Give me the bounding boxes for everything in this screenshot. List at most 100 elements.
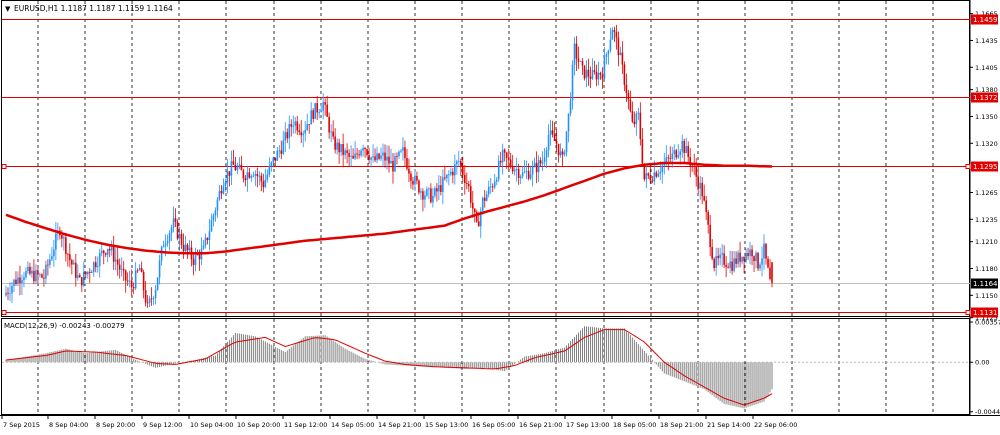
candle-body	[292, 125, 295, 127]
candle-body	[304, 130, 307, 134]
candle-body	[491, 186, 494, 188]
candle-body	[230, 161, 233, 176]
price-axis-label: 1.1235	[975, 216, 998, 224]
price-axis: 1.1665 1.1435 1.1405 1.1380 1.1350 1.1320 1.12…	[970, 10, 998, 322]
candle-body	[641, 139, 644, 164]
candle-body	[448, 174, 450, 176]
candle-body	[761, 258, 763, 265]
candle-body	[370, 157, 372, 160]
main-chart-panel[interactable]	[1, 0, 970, 317]
candle-body	[729, 261, 731, 268]
candle-body	[242, 170, 245, 179]
candle-body	[174, 218, 177, 222]
candle-body	[208, 231, 211, 240]
candle-body	[537, 160, 540, 173]
candle-body	[681, 140, 684, 152]
price-axis-label: 1.1405	[975, 64, 998, 72]
candle-body	[81, 277, 83, 286]
candle-body	[41, 274, 43, 278]
candle-body	[499, 160, 502, 163]
level-tags: 1.1459 1.1372 1.1295 1.1131	[971, 14, 998, 318]
candle-body	[332, 131, 334, 137]
candle-body	[86, 271, 89, 275]
candle-body	[396, 156, 398, 157]
candle-body	[667, 157, 670, 159]
candle-body	[204, 237, 207, 246]
candle-body	[278, 150, 281, 152]
candle-body	[603, 56, 606, 79]
candle-body	[527, 170, 530, 179]
candle-body	[154, 289, 157, 298]
candle-body	[505, 152, 508, 158]
candle-body	[521, 172, 524, 177]
candle-body	[136, 270, 139, 272]
candle-body	[250, 176, 253, 178]
candle-body	[274, 157, 277, 161]
candle-body	[84, 272, 87, 275]
candle-body	[67, 254, 69, 255]
candle-body	[741, 256, 743, 262]
candle-body	[519, 176, 522, 179]
candle-body	[769, 267, 771, 279]
candle-body	[414, 176, 416, 185]
candle-body	[475, 212, 478, 222]
candle-body	[346, 150, 348, 153]
candle-body	[146, 302, 149, 304]
candle-body	[376, 153, 378, 161]
level-tag-label: 1.1459	[973, 16, 998, 24]
candle-body	[687, 146, 690, 158]
candle-body	[581, 61, 584, 66]
candle-body	[432, 195, 434, 203]
candle-body	[98, 252, 101, 266]
candle-body	[296, 121, 299, 131]
candle-body	[312, 110, 314, 119]
candle-body	[487, 186, 490, 195]
candle-body	[372, 156, 374, 158]
candle-body	[426, 188, 428, 196]
candle-body	[210, 220, 213, 232]
candle-body	[719, 254, 721, 259]
candle-body	[47, 264, 49, 266]
candle-body	[481, 197, 484, 211]
candle-body	[523, 171, 526, 173]
candle-body	[194, 254, 197, 265]
candle-body	[142, 271, 145, 291]
time-axis-label: 14 Sep 21:00	[378, 421, 421, 429]
candle-body	[404, 147, 406, 159]
candle-body	[314, 103, 316, 119]
candle-body	[224, 182, 227, 187]
candle-body	[196, 254, 199, 256]
macd-axis: 0.00357 0.00 -0.0044	[970, 319, 1000, 416]
candle-body	[140, 268, 143, 272]
candle-body	[394, 156, 396, 172]
candle-body	[533, 162, 536, 167]
candle-body	[92, 262, 95, 272]
candle-body	[617, 37, 620, 56]
candle-body	[625, 84, 628, 94]
candle-body	[597, 72, 600, 80]
candle-body	[691, 165, 694, 167]
candle-body	[643, 163, 646, 180]
chart-menu-icon[interactable]: ▼	[5, 5, 11, 13]
candle-body	[388, 156, 390, 164]
candle-body	[659, 171, 662, 174]
candle-body	[713, 258, 715, 269]
candle-body	[723, 253, 725, 265]
candle-body	[739, 252, 741, 262]
candle-body	[316, 103, 318, 113]
candle-body	[344, 150, 346, 155]
candle-body	[23, 277, 25, 281]
candle-body	[186, 244, 189, 251]
macd-panel[interactable]	[1, 318, 970, 415]
candle-body	[330, 131, 332, 133]
candle-body	[188, 247, 191, 251]
candle-body	[609, 39, 612, 51]
candle-body	[17, 277, 19, 284]
horizontal-levels	[1, 19, 971, 315]
candle-body	[232, 161, 235, 165]
candle-body	[270, 162, 273, 167]
level-anchor	[1, 164, 7, 169]
candle-body	[234, 164, 237, 171]
